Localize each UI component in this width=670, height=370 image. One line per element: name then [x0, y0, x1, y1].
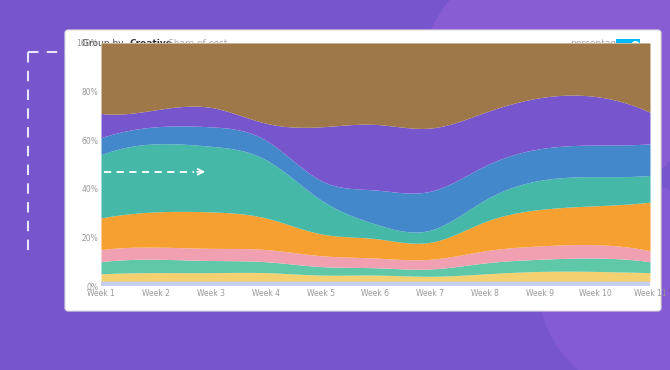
Ellipse shape [420, 0, 670, 210]
Text: Decline in share of cost: Decline in share of cost [202, 40, 515, 64]
Text: percentage: percentage [570, 40, 622, 48]
Ellipse shape [537, 182, 670, 370]
Text: Group by: Group by [82, 40, 123, 48]
Text: Share of cost: Share of cost [168, 40, 227, 48]
FancyBboxPatch shape [616, 39, 640, 50]
FancyBboxPatch shape [65, 30, 661, 311]
Text: Creative: Creative [130, 40, 173, 48]
